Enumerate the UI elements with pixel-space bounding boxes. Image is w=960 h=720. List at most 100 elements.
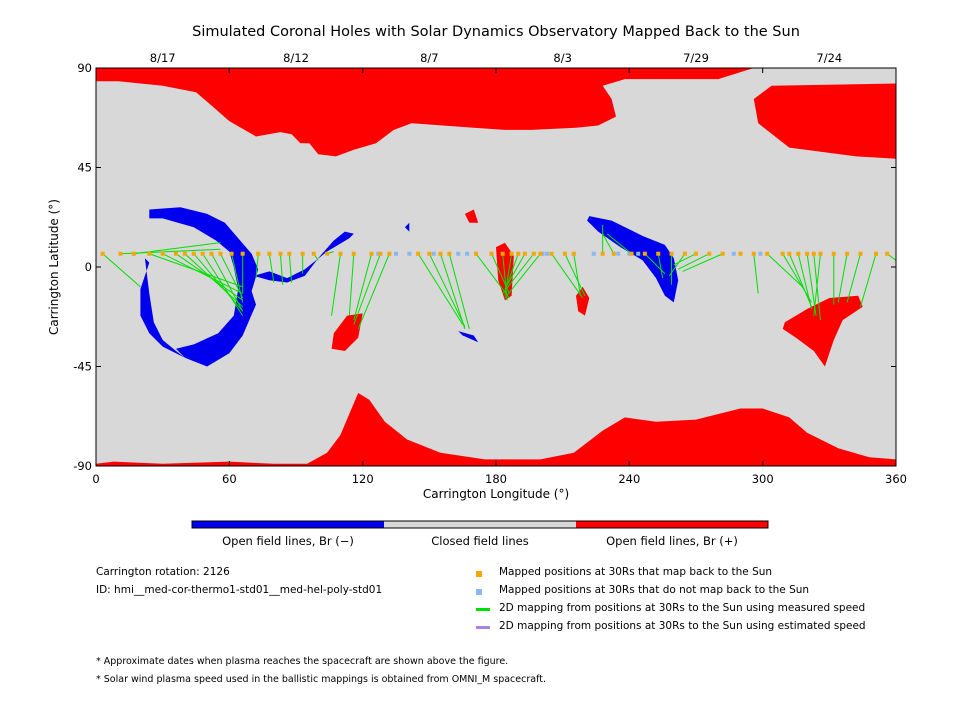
- mapped-position-point: [629, 251, 634, 256]
- measured-speed-mapping-line: [184, 253, 244, 308]
- axis-ticks: 0 60 120 180 240 300 360 90 45 0 -45 -90: [73, 61, 907, 486]
- date-label: 7/24: [816, 51, 842, 65]
- unmapped-position-point: [616, 251, 621, 256]
- measured-speed-mapping-line: [766, 253, 804, 288]
- mapped-position-point: [118, 251, 123, 256]
- mapped-position-point: [694, 251, 698, 256]
- unmapped-position-point: [540, 251, 545, 256]
- measured-speed-mapping-line: [606, 233, 632, 255]
- measured-speed-mapping-line: [475, 253, 510, 299]
- mapped-position-point: [160, 251, 165, 256]
- date-label: 8/7: [420, 51, 439, 65]
- measured-speed-mapping-line: [797, 253, 813, 310]
- field-regions-layer: [96, 68, 896, 466]
- mapped-position-point: [474, 251, 478, 256]
- mapped-position-point: [707, 251, 712, 256]
- mapped-position-point: [438, 251, 443, 256]
- mapped-position-point: [682, 251, 687, 256]
- unmapped-position-point: [731, 251, 736, 256]
- mapped-position-point: [378, 251, 383, 256]
- measured-speed-mapping-line: [677, 253, 710, 270]
- open-negative-region: [253, 231, 354, 283]
- mapped-position-point: [300, 251, 305, 256]
- measured-speed-mapping-line: [331, 253, 341, 316]
- mapped-position-point: [311, 251, 316, 256]
- mapped-position-point: [256, 251, 261, 256]
- measured-speed-mapping-line: [439, 253, 466, 330]
- x-tick-label: 300: [752, 472, 774, 486]
- mapped-position-point: [516, 251, 521, 256]
- mapped-position-point: [218, 251, 223, 256]
- mapped-position-point: [369, 251, 374, 256]
- mapped-position-point: [147, 251, 152, 256]
- carrington-rotation-text: Carrington rotation: 2126: [96, 566, 230, 578]
- unmapped-position-point: [636, 251, 641, 256]
- measured-speed-mapping-line: [837, 253, 848, 303]
- mapped-position-point: [447, 251, 452, 256]
- measured-speed-mapping-line: [573, 253, 581, 296]
- colorbar-positive: [576, 521, 768, 528]
- mapped-position-point: [642, 251, 647, 256]
- mapped-position-point: [200, 251, 205, 256]
- measured-speed-mapping-line: [504, 253, 541, 299]
- mapped-position-point: [182, 251, 187, 256]
- measured-speed-mapping-line: [668, 253, 686, 277]
- mapped-position-point: [669, 251, 674, 256]
- mapped-position-point: [611, 251, 616, 256]
- colorbar-label-positive: Open field lines, Br (+): [606, 534, 738, 548]
- measured-speed-mapping-line: [753, 253, 759, 294]
- measured-speed-mapping-line: [193, 253, 244, 312]
- measured-speed-mapping-line: [353, 253, 381, 325]
- mapped-position-point: [416, 251, 421, 256]
- colorbar-label-negative: Open field lines, Br (−): [222, 534, 354, 548]
- measured-speed-mapping-line: [348, 253, 355, 316]
- colorbar-negative: [192, 521, 384, 528]
- unmapped-position-point: [407, 251, 412, 256]
- mapped-position-point: [500, 251, 505, 256]
- x-axis-label: Carrington Longitude (°): [423, 487, 569, 501]
- legend-label: Mapped positions at 30Rs that map back t…: [499, 566, 773, 578]
- open-negative-region: [140, 258, 185, 358]
- legend-label: Mapped positions at 30Rs that do not map…: [499, 584, 810, 596]
- unmapped-position-point: [758, 251, 763, 256]
- y-tick-label: 45: [77, 161, 92, 175]
- open-negative-region: [587, 216, 679, 303]
- measured-speed-mapping-line: [428, 253, 466, 327]
- measured-speed-mapping-line: [417, 253, 464, 325]
- legend-line-icon: [476, 626, 490, 629]
- x-tick-label: 180: [485, 472, 507, 486]
- mapped-position-point: [549, 251, 554, 256]
- mapped-position-point: [427, 251, 432, 256]
- y-axis-label: Carrington Latitude (°): [47, 199, 61, 335]
- legend-line-icon: [476, 608, 490, 611]
- measured-speed-mapping-line: [279, 253, 284, 285]
- mapped-position-point: [489, 251, 494, 256]
- measured-speed-mapping-line: [657, 253, 664, 279]
- measured-speed-mapping-line: [504, 253, 526, 290]
- open-positive-region: [464, 209, 479, 223]
- measured-speed-mapping-line: [255, 253, 259, 279]
- open-positive-region: [782, 295, 863, 367]
- measured-speed-mapping-line: [353, 253, 373, 321]
- x-tick-label: 120: [352, 472, 374, 486]
- unmapped-position-point: [376, 251, 381, 256]
- mapped-position-point: [656, 251, 661, 256]
- x-tick-label: 360: [885, 472, 907, 486]
- measured-speed-mapping-line: [288, 253, 293, 283]
- mapped-position-point: [209, 251, 214, 256]
- y-tick-label: 90: [77, 61, 92, 75]
- mapped-position-point: [267, 251, 272, 256]
- measured-speed-mapping-line: [211, 253, 244, 312]
- footnote-plasma-speed: * Solar wind plasma speed used in the ba…: [96, 674, 546, 685]
- unmapped-position-point: [545, 251, 550, 256]
- measured-speed-mapping-line: [102, 253, 141, 288]
- mapped-position-point: [787, 251, 792, 256]
- y-tick-label: -45: [73, 360, 92, 374]
- mapped-position-point: [765, 251, 770, 256]
- measured-speed-mapping-line: [448, 253, 470, 330]
- mapped-points-layer: [100, 251, 890, 256]
- measured-speed-mapping-line: [175, 253, 243, 301]
- mapped-position-point: [509, 251, 514, 256]
- open-negative-region: [404, 222, 410, 232]
